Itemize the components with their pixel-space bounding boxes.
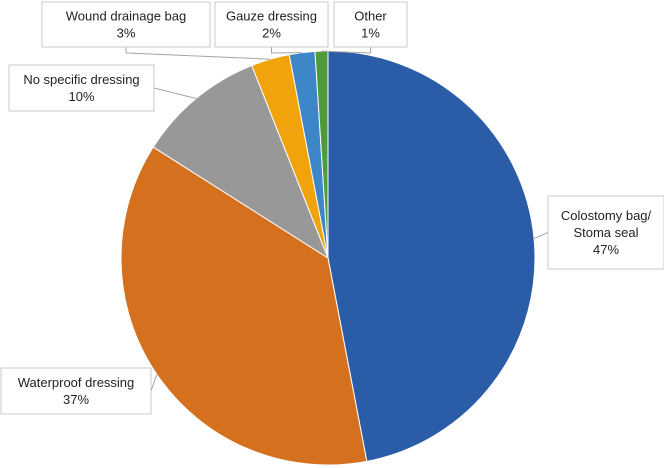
pie-slices <box>120 50 536 466</box>
data-label-category: Wound drainage bag <box>66 9 186 24</box>
data-label-percent: 3% <box>117 26 136 41</box>
data-label-colostomy-bag-stoma-seal: Colostomy bag/Stoma seal 47% <box>547 195 664 270</box>
data-label-percent: 47% <box>593 242 619 257</box>
leader-line-wound-drainage-bag <box>125 47 271 60</box>
data-label-wound-drainage-bag: Wound drainage bag 3% <box>41 1 211 48</box>
data-label-category: Waterproof dressing <box>18 375 135 390</box>
data-label-waterproof-dressing: Waterproof dressing 37% <box>0 367 152 415</box>
label-box <box>8 64 155 112</box>
leader-line-gauze-dressing <box>271 47 303 54</box>
leader-line-waterproof-dressing <box>150 374 158 392</box>
label-box <box>0 367 152 415</box>
data-labels: Colostomy bag/Stoma seal 47% Waterproof dr… <box>0 1 664 415</box>
data-label-category: Gauze dressing <box>226 9 317 24</box>
pie-slice-waterproof-dressing <box>120 146 368 466</box>
data-label-category: Colostomy bag/ <box>561 208 652 223</box>
label-box <box>333 1 408 48</box>
data-label-gauze-dressing: Gauze dressing 2% <box>214 1 329 48</box>
leader-line-colostomy-bag-stoma-seal <box>533 232 549 239</box>
pie-slice-no-specific-dressing <box>152 64 330 260</box>
label-box <box>41 1 211 48</box>
data-label-no-specific-dressing: No specific dressing 10% <box>8 64 155 112</box>
data-label-category: Stoma seal <box>573 225 638 240</box>
data-label-category: Other <box>354 9 387 24</box>
data-label-category: No specific dressing <box>23 72 139 87</box>
leader-line-other <box>321 47 371 54</box>
label-box <box>547 195 664 270</box>
data-label-other: Other 1% <box>333 1 408 48</box>
leader-line-no-specific-dressing <box>153 87 197 99</box>
data-label-percent: 10% <box>68 89 94 104</box>
pie-slice-colostomy-bag-stoma-seal <box>327 50 536 462</box>
data-label-percent: 2% <box>262 26 281 41</box>
data-label-percent: 1% <box>361 26 380 41</box>
data-label-percent: 37% <box>63 392 89 407</box>
label-box <box>214 1 329 48</box>
leader-lines <box>125 47 549 392</box>
